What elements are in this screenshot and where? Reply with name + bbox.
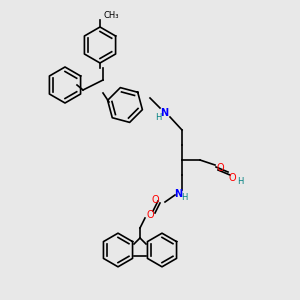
- Text: H: H: [181, 193, 187, 202]
- Text: N: N: [174, 189, 182, 199]
- Text: H: H: [237, 178, 243, 187]
- Text: N: N: [160, 108, 168, 118]
- Text: H: H: [155, 112, 161, 122]
- Text: O: O: [228, 173, 236, 183]
- Text: O: O: [146, 210, 154, 220]
- Text: O: O: [216, 163, 224, 173]
- Text: O: O: [151, 195, 159, 205]
- Text: CH₃: CH₃: [103, 11, 118, 20]
